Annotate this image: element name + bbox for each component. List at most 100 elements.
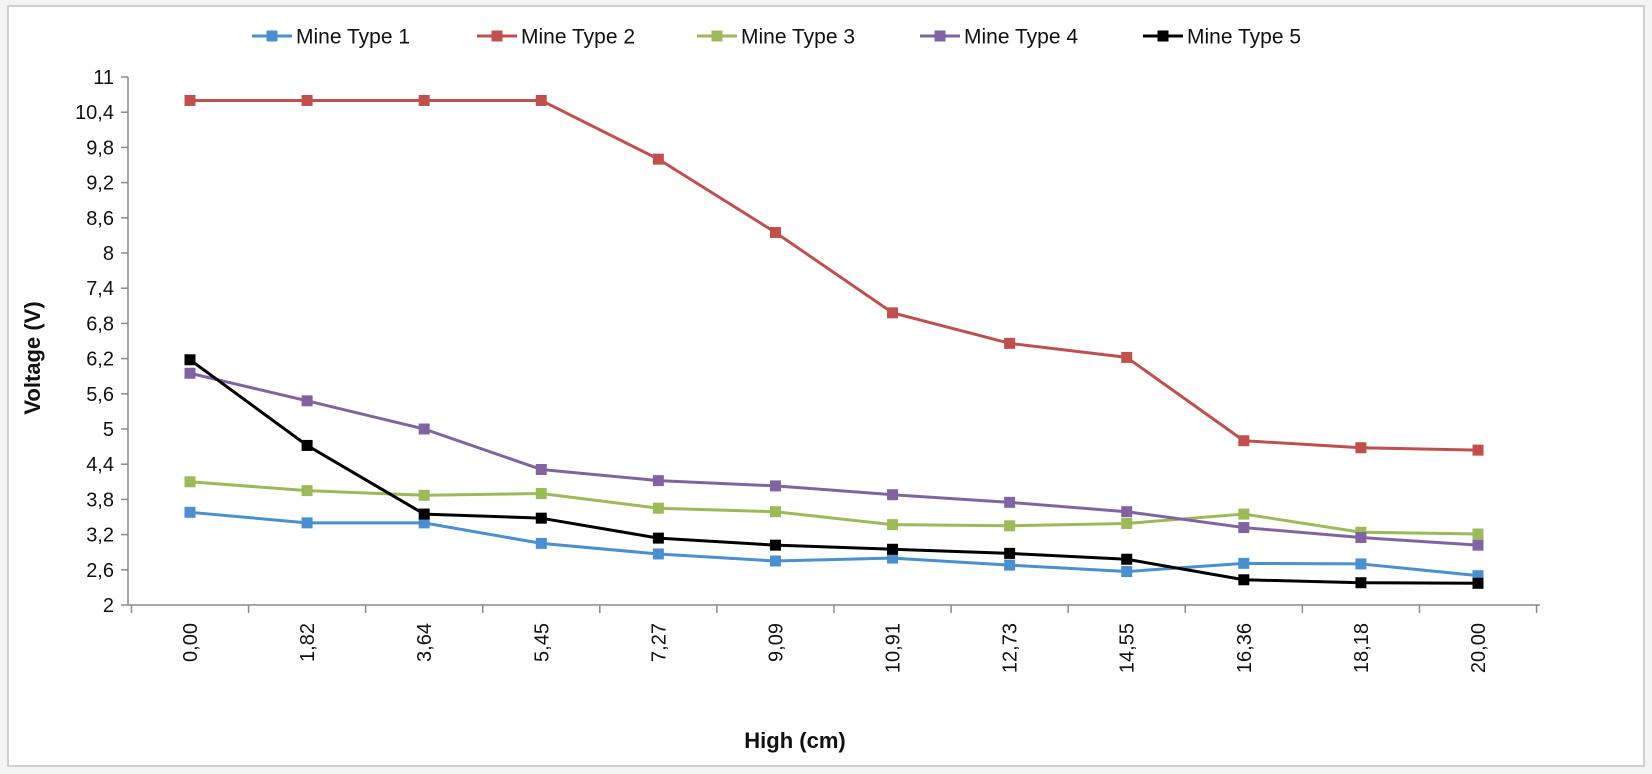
data-point: [535, 94, 547, 106]
data-point: [535, 537, 547, 549]
legend-item-2: Mine Type 2: [477, 26, 635, 49]
data-point: [535, 512, 547, 524]
data-point: [887, 552, 899, 564]
series-line: [189, 371, 1479, 547]
x-axis-title: High (cm): [744, 728, 845, 753]
data-point: [1004, 337, 1016, 349]
data-point: [652, 153, 664, 165]
data-point: [1472, 577, 1484, 589]
data-point: [652, 532, 664, 544]
data-point: [769, 555, 781, 567]
legend-label: Mine Type 3: [741, 26, 855, 49]
series-line: [189, 510, 1479, 578]
data-point: [1121, 553, 1133, 565]
legend: Mine Type 1 Mine Type 2 Mine Type 3 Mine Ty…: [252, 26, 1301, 49]
x-tick-label: 18,18: [1351, 623, 1373, 673]
y-axis-title: Voltage (V): [20, 301, 45, 414]
data-point: [301, 94, 313, 106]
data-point: [535, 463, 547, 475]
y-tick-label: 3,2: [86, 525, 114, 547]
data-point: [1472, 528, 1484, 540]
data-point: [887, 307, 899, 319]
data-point: [769, 480, 781, 492]
x-tick-label: 5,45: [531, 623, 553, 662]
data-point: [1238, 574, 1250, 586]
y-tick-label: 7,4: [86, 278, 114, 300]
data-point: [769, 539, 781, 551]
data-point: [769, 506, 781, 518]
data-point: [418, 517, 430, 529]
data-point: [887, 543, 899, 555]
data-point: [1004, 547, 1016, 559]
data-point: [301, 439, 313, 451]
series-layer: [184, 94, 1484, 589]
legend-item-1: Mine Type 1: [252, 26, 410, 49]
y-tick-label: 5: [103, 419, 114, 441]
x-tick-label: 7,27: [648, 623, 670, 662]
data-point: [1121, 566, 1133, 578]
legend-swatch-marker: [1157, 30, 1169, 42]
data-point: [1238, 435, 1250, 447]
data-point: [184, 476, 196, 488]
data-point: [769, 226, 781, 238]
x-tick-label: 14,55: [1117, 623, 1139, 673]
legend-item-5: Mine Type 5: [1143, 26, 1301, 49]
x-tick-label: 3,64: [414, 623, 436, 662]
legend-item-4: Mine Type 4: [920, 26, 1078, 49]
x-tick-label: 0,00: [180, 623, 202, 662]
y-axis: 2 2,6 3,2 3,8 4,4 5 5,6 6,2 6,8 7,4 8 8,6 9,2 9,8 10,4…: [75, 67, 129, 617]
data-point: [1472, 539, 1484, 551]
x-tick-label: 10,91: [883, 623, 905, 673]
data-point: [887, 489, 899, 501]
data-point: [184, 94, 196, 106]
data-point: [1004, 520, 1016, 532]
series-4: [184, 367, 1484, 551]
data-point: [301, 395, 313, 407]
series-5: [184, 354, 1484, 589]
data-point: [535, 488, 547, 500]
chart-border: [7, 5, 1645, 767]
data-point: [1121, 506, 1133, 518]
data-point: [184, 506, 196, 518]
legend-item-3: Mine Type 3: [697, 26, 855, 49]
y-tick-label: 8,6: [86, 208, 114, 230]
data-point: [301, 485, 313, 497]
y-tick-label: 10,4: [75, 102, 114, 124]
x-tick-label: 1,82: [297, 623, 319, 662]
data-point: [184, 354, 196, 366]
data-point: [418, 423, 430, 435]
y-tick-label: 6,8: [86, 313, 114, 335]
legend-label: Mine Type 4: [964, 26, 1078, 49]
data-point: [887, 519, 899, 531]
data-point: [652, 475, 664, 487]
y-tick-label: 2,6: [86, 560, 114, 582]
series-1: [184, 506, 1484, 582]
x-tick-label: 16,36: [1234, 623, 1256, 673]
data-point: [1238, 557, 1250, 569]
data-point: [184, 367, 196, 379]
legend-swatch-marker: [266, 30, 278, 42]
x-tick-label: 12,73: [1000, 623, 1022, 673]
data-point: [1238, 508, 1250, 520]
data-point: [1121, 351, 1133, 363]
data-point: [1472, 570, 1484, 582]
y-tick-label: 9,8: [86, 137, 114, 159]
data-point: [652, 502, 664, 514]
y-tick-label: 8: [103, 243, 114, 265]
series-line: [189, 358, 1479, 585]
data-point: [652, 548, 664, 560]
x-tick-label: 9,09: [765, 623, 787, 662]
data-point: [1238, 522, 1250, 534]
data-point: [1355, 532, 1367, 544]
y-tick-label: 3,8: [86, 489, 114, 511]
data-point: [418, 508, 430, 520]
y-tick-label: 2: [103, 595, 114, 617]
data-point: [1004, 496, 1016, 508]
series-2: [184, 94, 1484, 456]
data-point: [301, 517, 313, 529]
legend-label: Mine Type 1: [296, 26, 410, 49]
data-point: [1004, 559, 1016, 571]
data-point: [1472, 444, 1484, 456]
